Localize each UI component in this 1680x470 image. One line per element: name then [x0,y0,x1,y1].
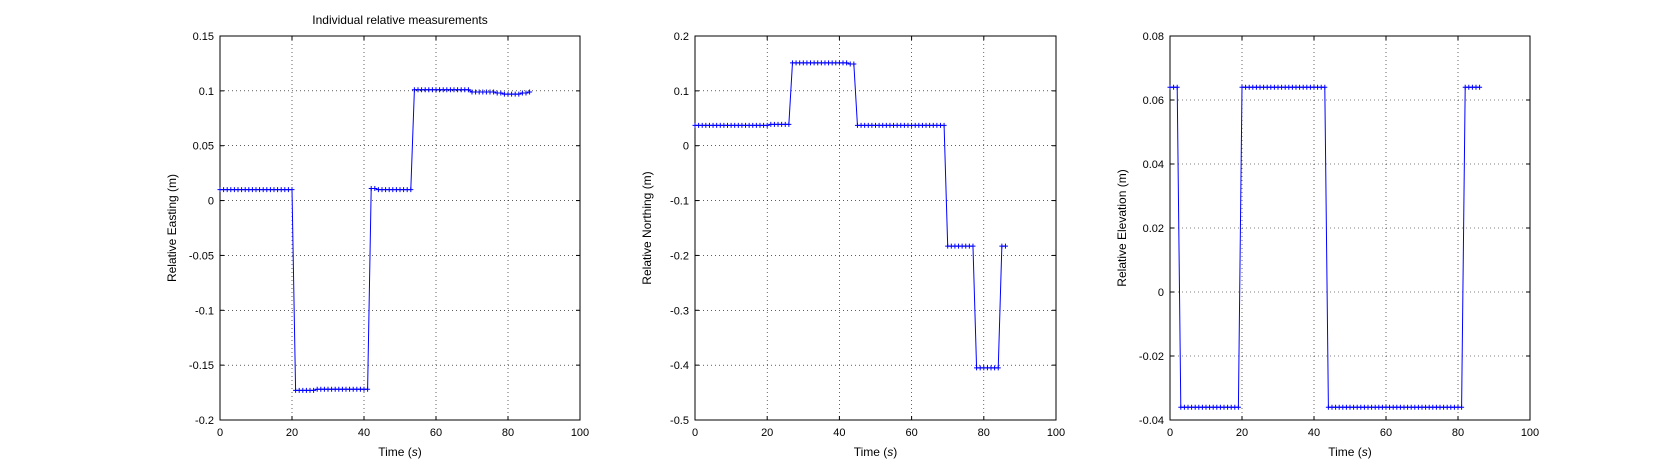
y-tick-label: -0.15 [189,360,214,372]
data-point [851,61,857,67]
x-axis-label: Time (s) [854,445,898,459]
x-tick-label: 100 [1047,427,1065,439]
x-tick-label: 0 [692,427,698,439]
x-tick-label: 80 [502,427,514,439]
data-point [408,187,414,193]
data-point [844,60,850,66]
axes-box [219,35,581,421]
y-tick-label: -0.2 [670,250,689,262]
data-point [786,121,792,127]
data-point [1322,84,1328,90]
y-tick-label: 0.1 [199,86,214,98]
y-tick-label: -0.04 [1139,415,1164,427]
data-point [1235,404,1241,410]
chart-panel-2: 0 20 40 60 80 100 -0.5 -0.4 -0.3 -0.2 -0.1 0 0.1 0.2 T… [640,31,1065,459]
data-point [523,90,529,96]
y-tick-label: -0.1 [670,196,689,208]
data-point [1459,404,1465,410]
chart-title: Individual relative measurements [312,13,487,27]
data-point [764,122,770,128]
y-tick-label: 0.06 [1143,95,1164,107]
y-tick-label: -0.4 [670,360,689,372]
chart-panel-3: 0 20 40 60 80 100 -0.04 -0.02 0 0.02 0.04 0.06 0.08 T… [1115,31,1539,459]
axes-box [694,35,1057,421]
data-point [372,186,378,192]
y-tick-label: 0.15 [193,31,214,43]
data-point [365,386,371,392]
data-point [516,91,522,97]
x-tick-label: 20 [286,427,298,439]
y-tick-label: -0.05 [189,250,214,262]
y-tick-label: -0.5 [670,415,689,427]
x-tick-label: 0 [1167,427,1173,439]
y-tick-label: 0 [1158,287,1164,299]
y-tick-label: 0.08 [1143,31,1164,43]
y-tick-label: -0.2 [195,415,214,427]
x-tick-label: 60 [1380,427,1392,439]
y-tick-label: -0.1 [195,305,214,317]
x-tick-label: 60 [905,427,917,439]
data-point [491,89,497,95]
y-tick-label: 0.2 [674,31,689,43]
y-tick-label: -0.02 [1139,351,1164,363]
y-tick-label: 0.05 [193,141,214,153]
data-point [1477,84,1483,90]
y-tick-label: 0 [683,141,689,153]
data-point [941,122,947,128]
x-axis-label: Time (s) [1328,445,1372,459]
data-point [1002,243,1008,249]
y-tick-label: 0 [208,196,214,208]
x-tick-label: 40 [833,427,845,439]
y-tick-label: 0.02 [1143,223,1164,235]
x-tick-label: 100 [571,427,589,439]
data-point [498,90,504,96]
y-axis-label: Relative Elevation (m) [1115,169,1129,286]
y-axis-label: Relative Northing (m) [640,171,654,284]
x-tick-label: 20 [761,427,773,439]
x-tick-label: 40 [1308,427,1320,439]
data-point [527,89,533,95]
x-tick-label: 80 [1452,427,1464,439]
x-tick-label: 60 [430,427,442,439]
y-axis-label: Relative Easting (m) [165,174,179,282]
chart-panel-1: 0 20 40 60 80 100 -0.2 -0.15 -0.1 -0.05 0 0.05 0.1 0.… [165,13,589,459]
data-point [970,243,976,249]
x-tick-label: 40 [358,427,370,439]
data-point [289,187,295,193]
x-tick-label: 20 [1236,427,1248,439]
data-point [311,387,317,393]
data-point [1174,84,1180,90]
data-point [995,365,1001,371]
x-tick-label: 80 [978,427,990,439]
y-tick-label: -0.3 [670,305,689,317]
x-tick-label: 0 [217,427,223,439]
y-tick-label: 0.04 [1143,159,1164,171]
x-axis-label: Time (s) [378,445,422,459]
x-tick-label: 100 [1521,427,1539,439]
data-point [465,87,471,93]
y-tick-label: 0.1 [674,86,689,98]
